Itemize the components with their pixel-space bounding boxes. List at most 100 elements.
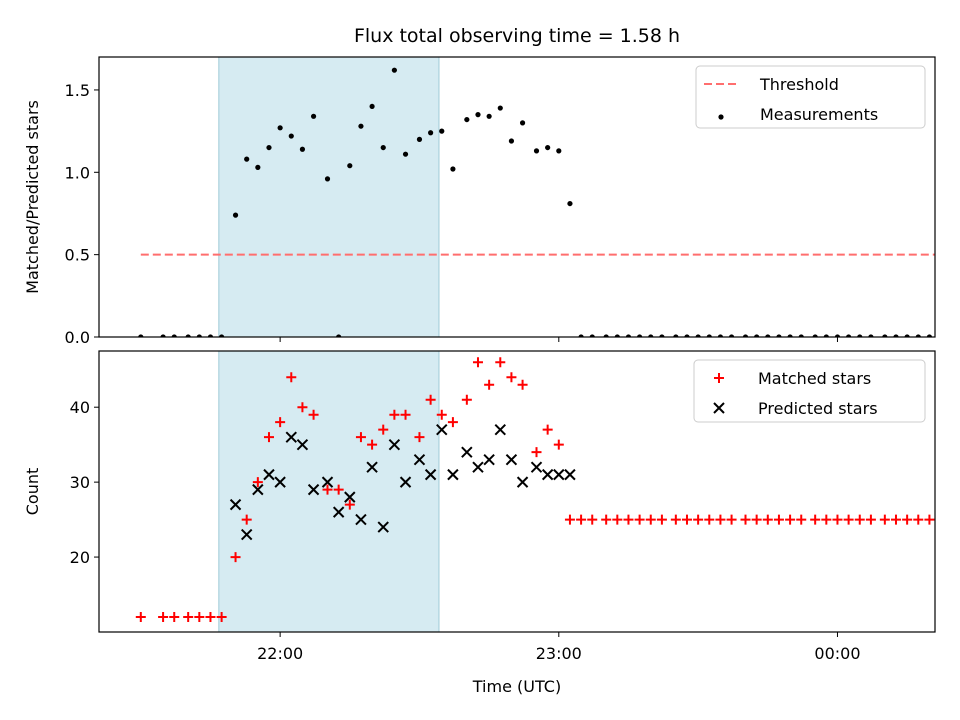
measurement-point (416, 136, 423, 142)
y-tick-label: 20 (70, 548, 90, 567)
legend-matched-handle (714, 373, 724, 383)
matched-star-point (461, 394, 472, 405)
measurement-point (138, 334, 144, 337)
measurement-point (475, 112, 481, 118)
matched-star-point (865, 514, 876, 525)
measurement-point (244, 156, 250, 162)
measurement-point (659, 334, 665, 337)
matched-star-point (216, 612, 227, 623)
matched-star-point (681, 514, 692, 525)
measurement-point (336, 334, 342, 337)
matched-star-point (414, 432, 425, 443)
matched-star-point (367, 439, 378, 450)
measurement-point (706, 334, 712, 337)
predicted-star-point (564, 468, 576, 481)
measurement-point (171, 334, 177, 337)
measurement-point (402, 151, 409, 157)
predicted-star-point (332, 506, 345, 518)
measurement-point (545, 144, 551, 151)
measurement-point (428, 130, 434, 136)
matched-star-point (601, 514, 612, 525)
measurement-point (508, 138, 515, 144)
matched-star-point (854, 514, 865, 525)
predicted-star-point (355, 513, 367, 526)
measurement-point (486, 113, 492, 119)
plot-area (138, 57, 935, 337)
measurement-point (519, 120, 526, 126)
matched-star-point (693, 514, 704, 525)
y-tick-label: 1.0 (65, 163, 90, 182)
predicted-star-point (483, 453, 495, 466)
measurement-point (787, 334, 793, 337)
matched-star-point (542, 424, 553, 435)
measurement-point (926, 334, 933, 337)
measurement-point (277, 125, 283, 131)
matched-star-point (670, 514, 681, 525)
measurement-point (288, 133, 294, 139)
matched-star-point (623, 514, 634, 525)
y-tick-label: 0.5 (65, 246, 90, 265)
legend: Matched stars Predicted stars (693, 359, 926, 423)
matched-star-point (902, 514, 913, 525)
matched-star-point (252, 477, 263, 488)
predicted-star-point (413, 453, 426, 466)
x-tick-label: 00:00 (814, 644, 860, 663)
plot-area (135, 351, 935, 632)
measurement-point (684, 334, 690, 337)
matched-star-point (576, 514, 587, 525)
matched-star-point (484, 379, 495, 390)
matched-star-point (913, 514, 924, 525)
measurement-point (589, 334, 595, 337)
matched-star-point (158, 612, 169, 623)
legend-label: Threshold (759, 75, 839, 94)
matched-star-point (378, 424, 389, 435)
matched-star-point (645, 514, 656, 525)
legend: Threshold Measurements (695, 65, 926, 129)
measurement-point (578, 334, 584, 337)
measurement-point (812, 334, 818, 337)
matched-star-point (169, 612, 180, 623)
measurement-point (857, 334, 863, 337)
measurement-point (324, 176, 331, 182)
measurement-point (255, 164, 261, 170)
matched-star-point (704, 514, 715, 525)
measurement-point (196, 334, 202, 337)
matched-star-point (263, 432, 274, 443)
matched-star-point (447, 417, 458, 428)
predicted-star-point (494, 423, 506, 436)
measurement-point (380, 144, 386, 151)
matched-star-point (425, 394, 436, 405)
matched-star-point (135, 612, 146, 623)
measurement-point (776, 334, 782, 337)
predicted-star-point (285, 431, 297, 443)
predicted-star-point (296, 438, 309, 451)
measurement-point (310, 113, 317, 119)
matched-star-point (553, 439, 564, 450)
matched-star-point (762, 514, 773, 525)
measurement-point (207, 334, 214, 337)
measurement-point (868, 334, 874, 337)
matched-star-point (194, 612, 205, 623)
legend-label: Predicted stars (758, 399, 878, 418)
matched-star-point (333, 484, 344, 495)
predicted-star-point (461, 446, 473, 458)
measurement-point (232, 212, 239, 218)
matched-star-point (715, 514, 726, 525)
matched-star-point (773, 514, 784, 525)
predicted-star-point (399, 476, 412, 488)
matched-star-point (821, 514, 832, 525)
predicted-star-point (307, 483, 320, 496)
measurement-point (614, 334, 620, 337)
predicted-star-point (377, 521, 389, 533)
measurement-point (742, 334, 749, 337)
measurement-point (391, 67, 397, 73)
measurement-point (904, 334, 910, 337)
y-axis-label: Matched/Predicted stars (23, 100, 42, 294)
matched-star-point (531, 447, 542, 458)
matched-star-point (241, 514, 252, 525)
matched-star-point (183, 612, 194, 623)
predicted-star-point (252, 483, 264, 496)
predicted-star-point (344, 491, 356, 503)
legend-predicted-handle (713, 402, 725, 414)
measurement-point (728, 334, 735, 337)
